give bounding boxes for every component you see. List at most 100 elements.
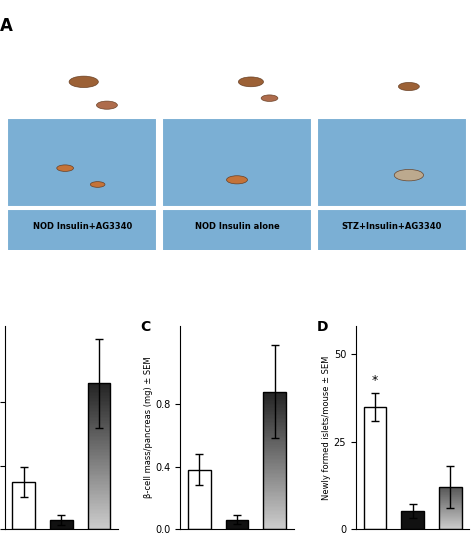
Bar xyxy=(264,463,286,464)
Bar xyxy=(88,495,110,497)
Bar xyxy=(264,395,286,396)
Bar xyxy=(264,457,286,459)
Ellipse shape xyxy=(399,83,419,90)
Bar xyxy=(439,487,462,529)
Bar xyxy=(264,408,286,409)
Bar xyxy=(88,437,110,439)
Bar xyxy=(264,509,286,510)
Bar xyxy=(264,526,286,528)
Bar xyxy=(264,422,286,423)
FancyBboxPatch shape xyxy=(162,118,312,207)
Bar xyxy=(264,467,286,468)
Bar xyxy=(88,507,110,509)
Bar xyxy=(264,420,286,422)
Bar xyxy=(264,473,286,474)
Bar xyxy=(88,441,110,443)
Bar xyxy=(264,479,286,481)
Bar xyxy=(264,455,286,456)
Bar xyxy=(264,466,286,467)
Bar xyxy=(264,498,286,499)
Bar xyxy=(264,446,286,448)
Bar xyxy=(264,481,286,482)
Bar xyxy=(264,477,286,478)
Bar xyxy=(188,469,210,529)
Bar xyxy=(264,392,286,529)
FancyBboxPatch shape xyxy=(7,118,157,207)
Bar xyxy=(88,424,110,425)
Bar xyxy=(88,439,110,440)
Bar xyxy=(88,450,110,452)
Bar xyxy=(88,405,110,407)
Bar xyxy=(88,494,110,495)
Bar xyxy=(88,479,110,481)
Bar xyxy=(264,433,286,434)
Bar xyxy=(88,456,110,457)
Bar xyxy=(88,462,110,463)
Bar xyxy=(88,465,110,466)
Bar xyxy=(88,449,110,450)
Bar xyxy=(88,411,110,412)
Bar xyxy=(88,427,110,428)
Bar xyxy=(88,525,110,526)
Bar xyxy=(264,503,286,504)
Bar xyxy=(88,383,110,529)
Bar xyxy=(264,468,286,470)
Bar xyxy=(264,440,286,441)
Bar xyxy=(264,470,286,471)
Bar xyxy=(264,515,286,517)
Text: C: C xyxy=(141,320,151,334)
Bar xyxy=(88,481,110,482)
Bar xyxy=(88,513,110,515)
Bar xyxy=(50,520,73,529)
Bar xyxy=(264,525,286,526)
Bar xyxy=(88,490,110,491)
Ellipse shape xyxy=(238,77,264,87)
Text: NOD Insulin alone: NOD Insulin alone xyxy=(195,222,279,231)
Ellipse shape xyxy=(261,95,278,101)
Bar xyxy=(88,387,110,389)
Bar xyxy=(88,473,110,475)
FancyBboxPatch shape xyxy=(317,118,467,207)
Bar xyxy=(264,478,286,479)
Ellipse shape xyxy=(227,176,247,184)
Ellipse shape xyxy=(57,165,73,171)
Bar xyxy=(88,466,110,468)
Bar xyxy=(88,398,110,399)
FancyBboxPatch shape xyxy=(162,209,312,298)
Bar xyxy=(264,414,286,415)
Bar xyxy=(88,477,110,478)
Ellipse shape xyxy=(394,170,423,181)
Bar xyxy=(88,522,110,523)
Bar xyxy=(88,501,110,503)
Bar xyxy=(264,448,286,449)
Bar xyxy=(264,518,286,520)
Bar xyxy=(88,506,110,507)
Bar xyxy=(264,462,286,463)
Bar xyxy=(12,482,35,529)
Bar xyxy=(264,415,286,417)
Bar xyxy=(88,428,110,430)
Bar xyxy=(264,452,286,453)
Bar xyxy=(264,496,286,498)
Bar xyxy=(88,526,110,527)
Ellipse shape xyxy=(69,76,98,88)
Bar xyxy=(88,453,110,455)
Bar xyxy=(88,518,110,520)
Bar xyxy=(88,475,110,477)
Bar xyxy=(88,421,110,423)
Bar xyxy=(264,511,286,512)
Bar xyxy=(88,385,110,386)
Bar xyxy=(88,440,110,441)
Bar xyxy=(264,437,286,439)
Ellipse shape xyxy=(91,182,105,187)
Bar xyxy=(264,425,286,426)
Bar xyxy=(88,523,110,525)
Bar xyxy=(88,407,110,408)
Bar xyxy=(264,506,286,507)
Bar xyxy=(264,401,286,403)
Bar xyxy=(264,522,286,523)
Bar xyxy=(88,487,110,488)
Bar xyxy=(264,400,286,401)
Bar xyxy=(264,517,286,518)
Bar xyxy=(264,417,286,418)
